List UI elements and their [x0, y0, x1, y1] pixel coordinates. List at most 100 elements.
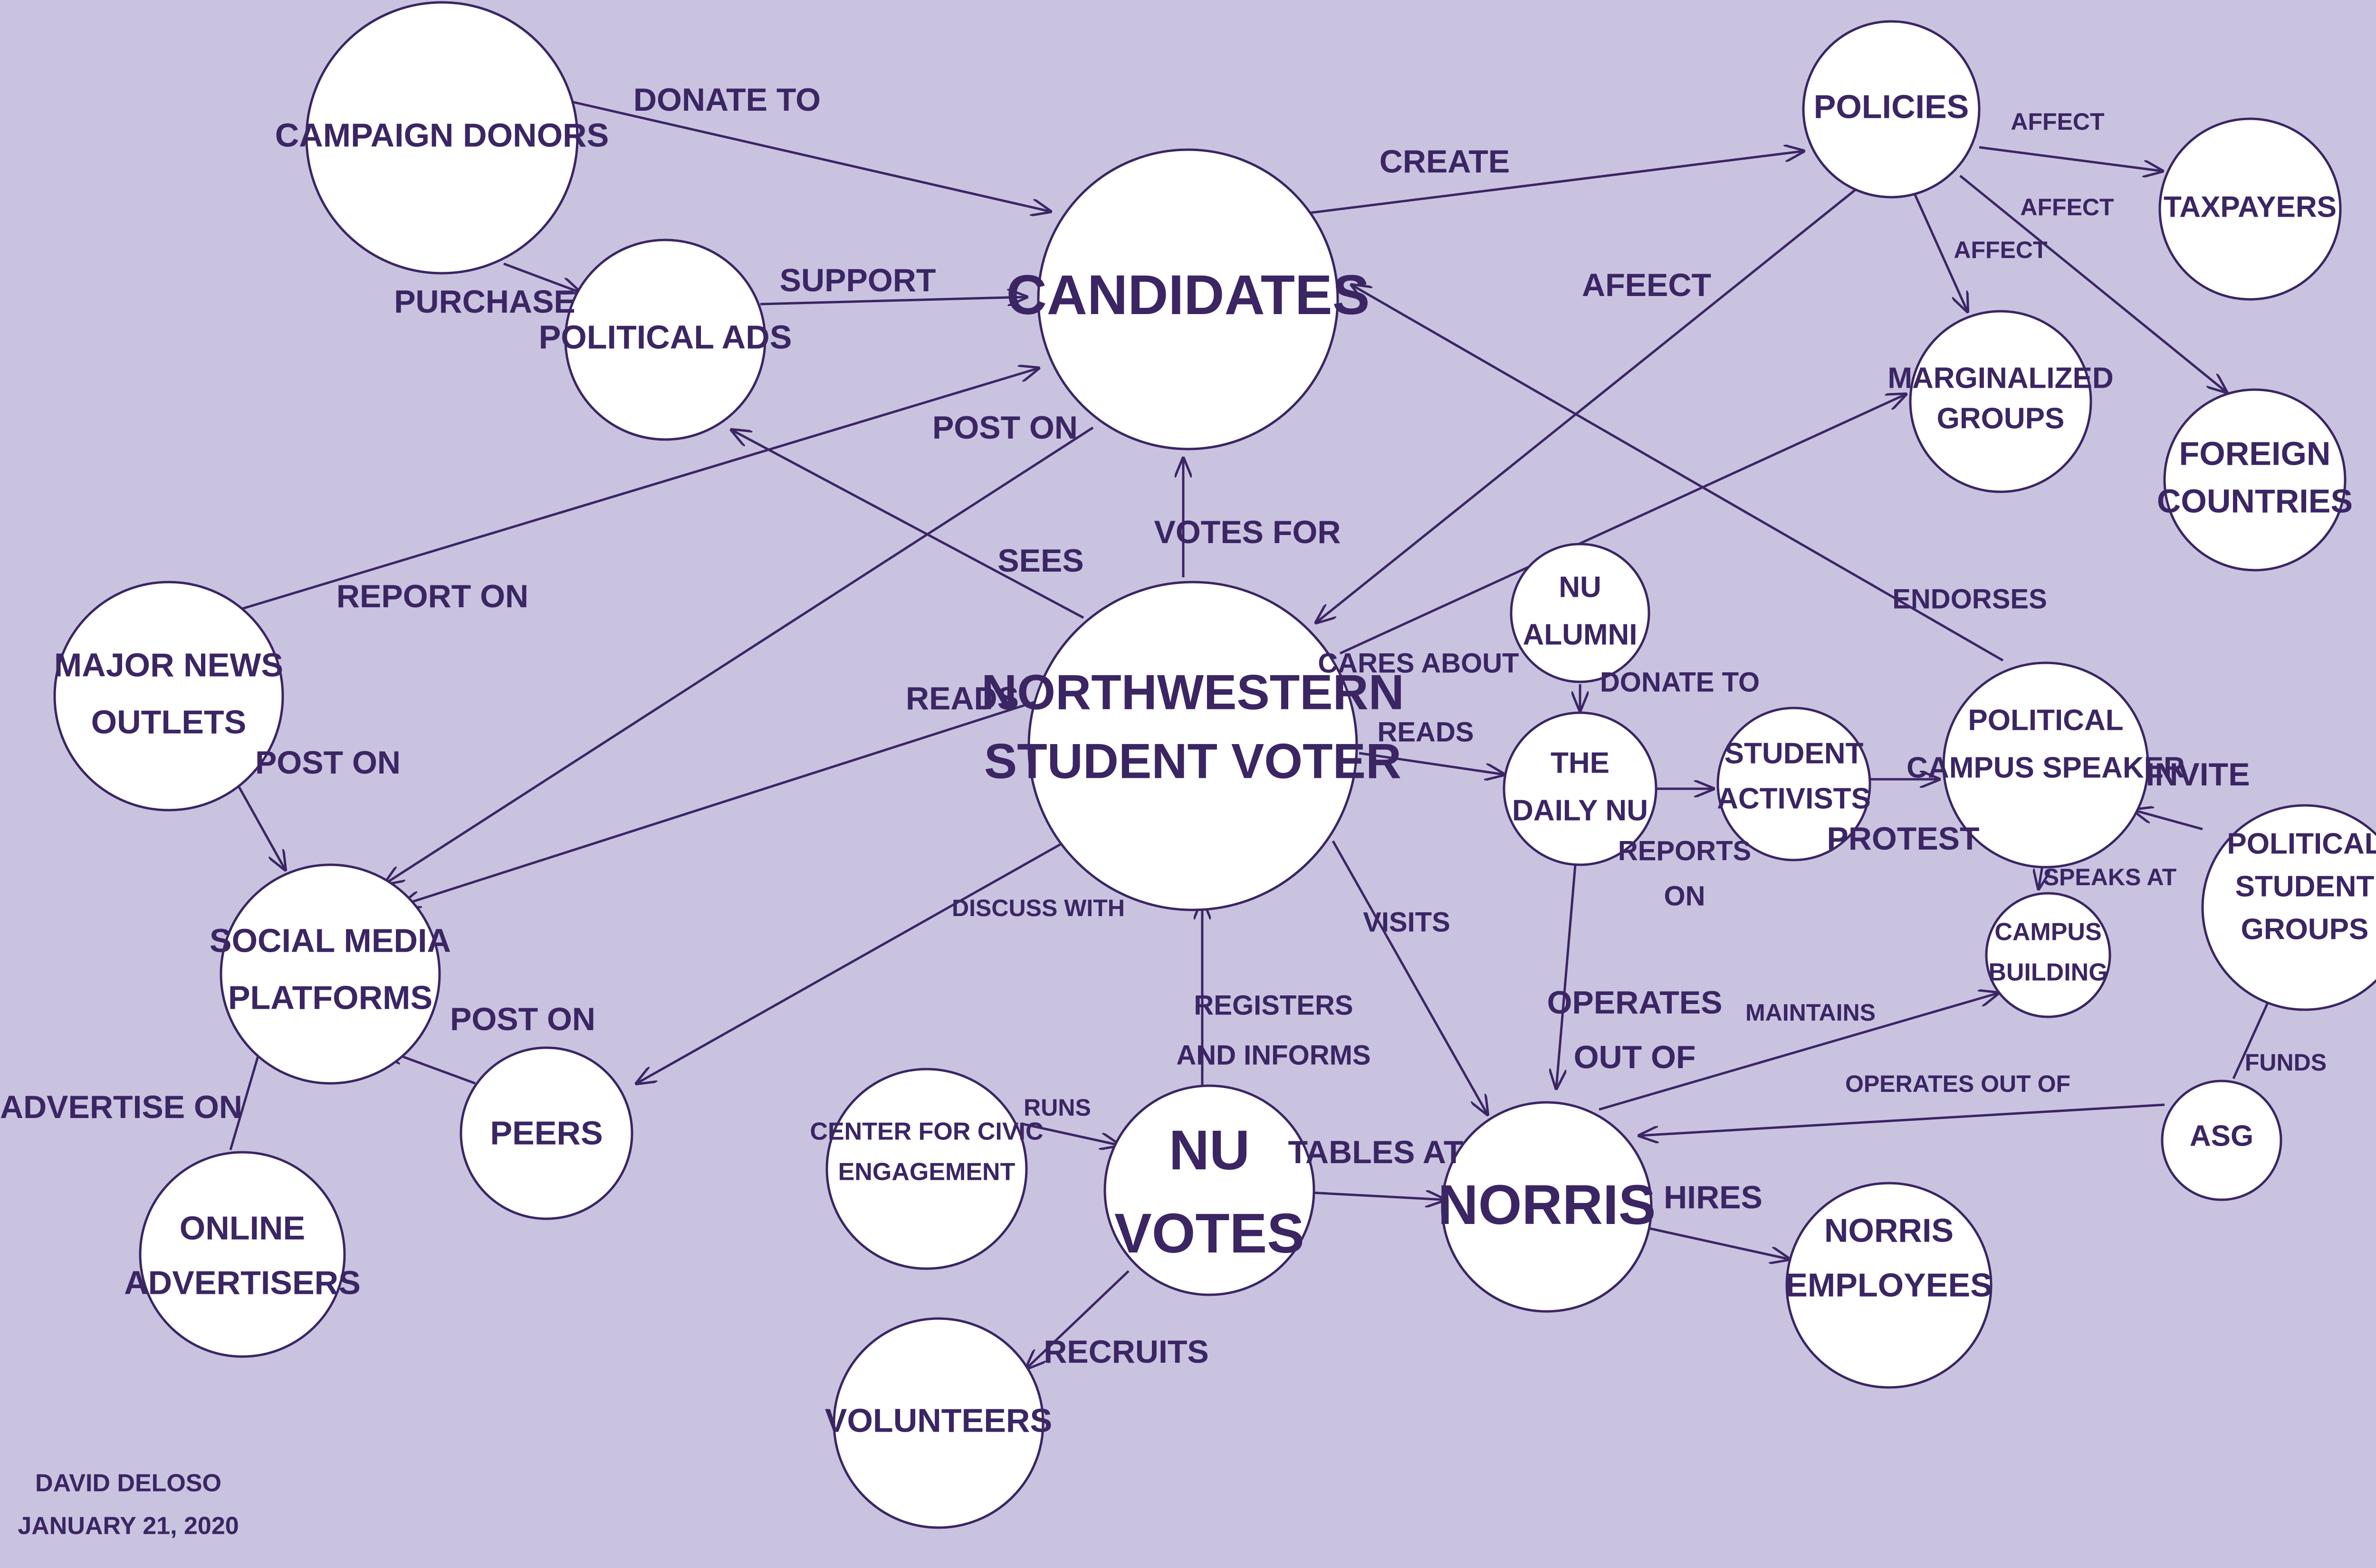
label-maintains: MAINTAINS	[1745, 999, 1876, 1026]
edge-candidates-policies	[1302, 151, 1803, 215]
node-daily-nu[interactable]: THE DAILY NU	[1503, 711, 1657, 866]
node-foreign-countries[interactable]: FOREIGN COUNTRIES	[2157, 388, 2353, 572]
svg-text:CENTER FOR CIVIC: CENTER FOR CIVIC	[810, 1118, 1043, 1146]
edge-news-candidates	[228, 368, 1038, 614]
label-affect-marginalized: AFFECT	[1954, 237, 2047, 263]
node-asg[interactable]: ASG	[2161, 1080, 2282, 1201]
label-visits: VISITS	[1363, 907, 1450, 937]
edge-nuvotes-norris	[1311, 1193, 1445, 1200]
svg-text:COUNTRIES: COUNTRIES	[2157, 482, 2353, 519]
edge-voter-social	[402, 699, 1039, 905]
label-donate-to: DONATE TO	[633, 82, 821, 118]
edge-policies-taxpayers	[1979, 146, 2162, 171]
label-affect-foreign: AFFECT	[2020, 194, 2114, 220]
author-name: DAVID DELOSO	[35, 1470, 221, 1497]
node-marginalized-groups[interactable]: MARGINALIZED GROUPS	[1887, 310, 2114, 493]
label-advertise-on: ADVERTISE ON	[0, 1089, 242, 1125]
label-registers-informs-1: REGISTERS	[1194, 990, 1353, 1021]
edge-voter-peers	[637, 842, 1063, 1083]
node-student-activists[interactable]: STUDENT ACTIVISTS	[1716, 707, 1871, 861]
svg-text:MAJOR NEWS: MAJOR NEWS	[54, 646, 283, 683]
svg-text:FOREIGN: FOREIGN	[2179, 435, 2331, 472]
label-reports-on-2: ON	[1664, 880, 1705, 911]
node-nu-votes[interactable]: NU VOTES	[1103, 1084, 1315, 1296]
node-online-advertisers[interactable]: ONLINE ADVERTISERS	[124, 1151, 361, 1358]
edge-candidates-social	[385, 426, 1094, 884]
edge-speaker-candidates	[1352, 285, 2004, 662]
label-donate-to-daily: DONATE TO	[1600, 667, 1760, 698]
node-political-student-groups[interactable]: POLITICAL STUDENT GROUPS	[2201, 804, 2376, 1011]
svg-text:TAXPAYERS: TAXPAYERS	[2164, 191, 2337, 223]
label-hires: HIRES	[1664, 1179, 1763, 1215]
edge-ads-candidates	[760, 297, 1026, 304]
node-campaign-donors[interactable]: CAMPAIGN DONORS	[275, 1, 609, 275]
node-volunteers[interactable]: VOLUNTEERS	[825, 1317, 1052, 1529]
label-protest: PROTEST	[1827, 821, 1979, 857]
label-operates-out-of-daily-2: OUT OF	[1574, 1039, 1696, 1075]
node-social-media[interactable]: SOCIAL MEDIA PLATFORMS	[210, 863, 451, 1085]
edge-daily-norris	[1556, 864, 1577, 1088]
node-taxpayers[interactable]: TAXPAYERS	[2158, 117, 2342, 301]
svg-text:POLITICAL ADS: POLITICAL ADS	[539, 318, 792, 355]
edge-center-nuvotes	[1021, 1122, 1119, 1145]
edge-labels: DONATE TO PURCHASE SUPPORT CREATE AFFECT…	[0, 82, 2327, 1370]
node-norris[interactable]: NORRIS	[1438, 1101, 1656, 1313]
svg-text:STUDENT: STUDENT	[2235, 870, 2375, 903]
svg-text:CANDIDATES: CANDIDATES	[1006, 264, 1370, 326]
edge-policies-marginalized	[1914, 194, 1967, 311]
svg-text:NORRIS: NORRIS	[1824, 1212, 1954, 1249]
edge-donors-ads	[503, 262, 580, 292]
label-registers-informs-2: AND INFORMS	[1176, 1040, 1370, 1071]
label-operates-out-of-asg: OPERATES OUT OF	[1845, 1071, 2070, 1097]
node-candidates[interactable]: CANDIDATES	[1006, 148, 1370, 450]
edge-donors-candidates	[563, 98, 1050, 211]
svg-text:ALUMNI: ALUMNI	[1523, 618, 1637, 651]
label-operates-out-of-daily-1: OPERATES	[1547, 985, 1722, 1021]
label-support: SUPPORT	[780, 262, 936, 298]
node-policies[interactable]: POLICIES	[1802, 20, 1981, 199]
label-speaks-at: SPEAKS AT	[2043, 864, 2177, 890]
svg-text:NORTHWESTERN: NORTHWESTERN	[981, 665, 1404, 720]
edge-groups-speaker	[2134, 810, 2203, 831]
svg-text:POLITICAL: POLITICAL	[2227, 827, 2376, 860]
label-invite: INVITE	[2146, 756, 2250, 793]
label-reads-daily: READS	[1377, 717, 1474, 747]
label-report-on: REPORT ON	[336, 578, 528, 614]
edge-voter-norris	[1332, 840, 1487, 1114]
label-afeect: AFEECT	[1582, 267, 1711, 303]
edge-norris-employees	[1648, 1227, 1789, 1259]
svg-text:DAILY NU: DAILY NU	[1512, 794, 1648, 827]
edge-asg-norris	[1639, 1103, 2165, 1136]
svg-text:THE: THE	[1551, 746, 1610, 779]
label-discuss-with: DISCUSS WITH	[952, 895, 1125, 921]
node-student-voter[interactable]: NORTHWESTERN STUDENT VOTER	[981, 581, 1404, 911]
svg-text:STUDENT: STUDENT	[1725, 737, 1864, 770]
node-norris-employees[interactable]: NORRIS EMPLOYEES	[1785, 1182, 1993, 1389]
label-endorses: ENDORSES	[1892, 583, 2047, 614]
node-campus-speaker[interactable]: POLITICAL CAMPUS SPEAKER	[1907, 661, 2185, 869]
node-campus-building[interactable]: CAMPUS BUILDING	[1985, 892, 2111, 1018]
svg-text:VOLUNTEERS: VOLUNTEERS	[825, 1402, 1052, 1439]
label-sees: SEES	[997, 543, 1083, 579]
edge-norris-building	[1599, 993, 1998, 1111]
node-peers[interactable]: PEERS	[460, 1046, 633, 1220]
node-major-news-outlets[interactable]: MAJOR NEWS OUTLETS	[53, 581, 284, 812]
node-center-civic-engagement[interactable]: CENTER FOR CIVIC ENGAGEMENT	[810, 1068, 1044, 1270]
edge-policies-foreign	[1959, 175, 2226, 392]
svg-text:OUTLETS: OUTLETS	[91, 703, 247, 740]
svg-text:NORRIS: NORRIS	[1438, 1174, 1656, 1236]
edge-voter-marginalized	[1339, 394, 1906, 655]
label-affect-taxpayers: AFFECT	[2011, 108, 2104, 135]
label-post-on-peers: POST ON	[450, 1001, 595, 1037]
svg-text:ASG: ASG	[2190, 1119, 2253, 1152]
svg-text:CAMPAIGN DONORS: CAMPAIGN DONORS	[275, 116, 609, 153]
date: JANUARY 21, 2020	[18, 1512, 239, 1540]
label-cares-about: CARES ABOUT	[1318, 648, 1519, 679]
label-votes-for: VOTES FOR	[1154, 514, 1341, 550]
label-purchase: PURCHASE	[394, 284, 575, 320]
edge-nuvotes-volunteers	[1026, 1270, 1130, 1368]
node-nu-alumni[interactable]: NU ALUMNI	[1510, 543, 1650, 683]
node-political-ads[interactable]: POLITICAL ADS	[539, 239, 792, 441]
label-funds: FUNDS	[2245, 1049, 2327, 1076]
svg-text:CAMPUS: CAMPUS	[1994, 918, 2101, 946]
